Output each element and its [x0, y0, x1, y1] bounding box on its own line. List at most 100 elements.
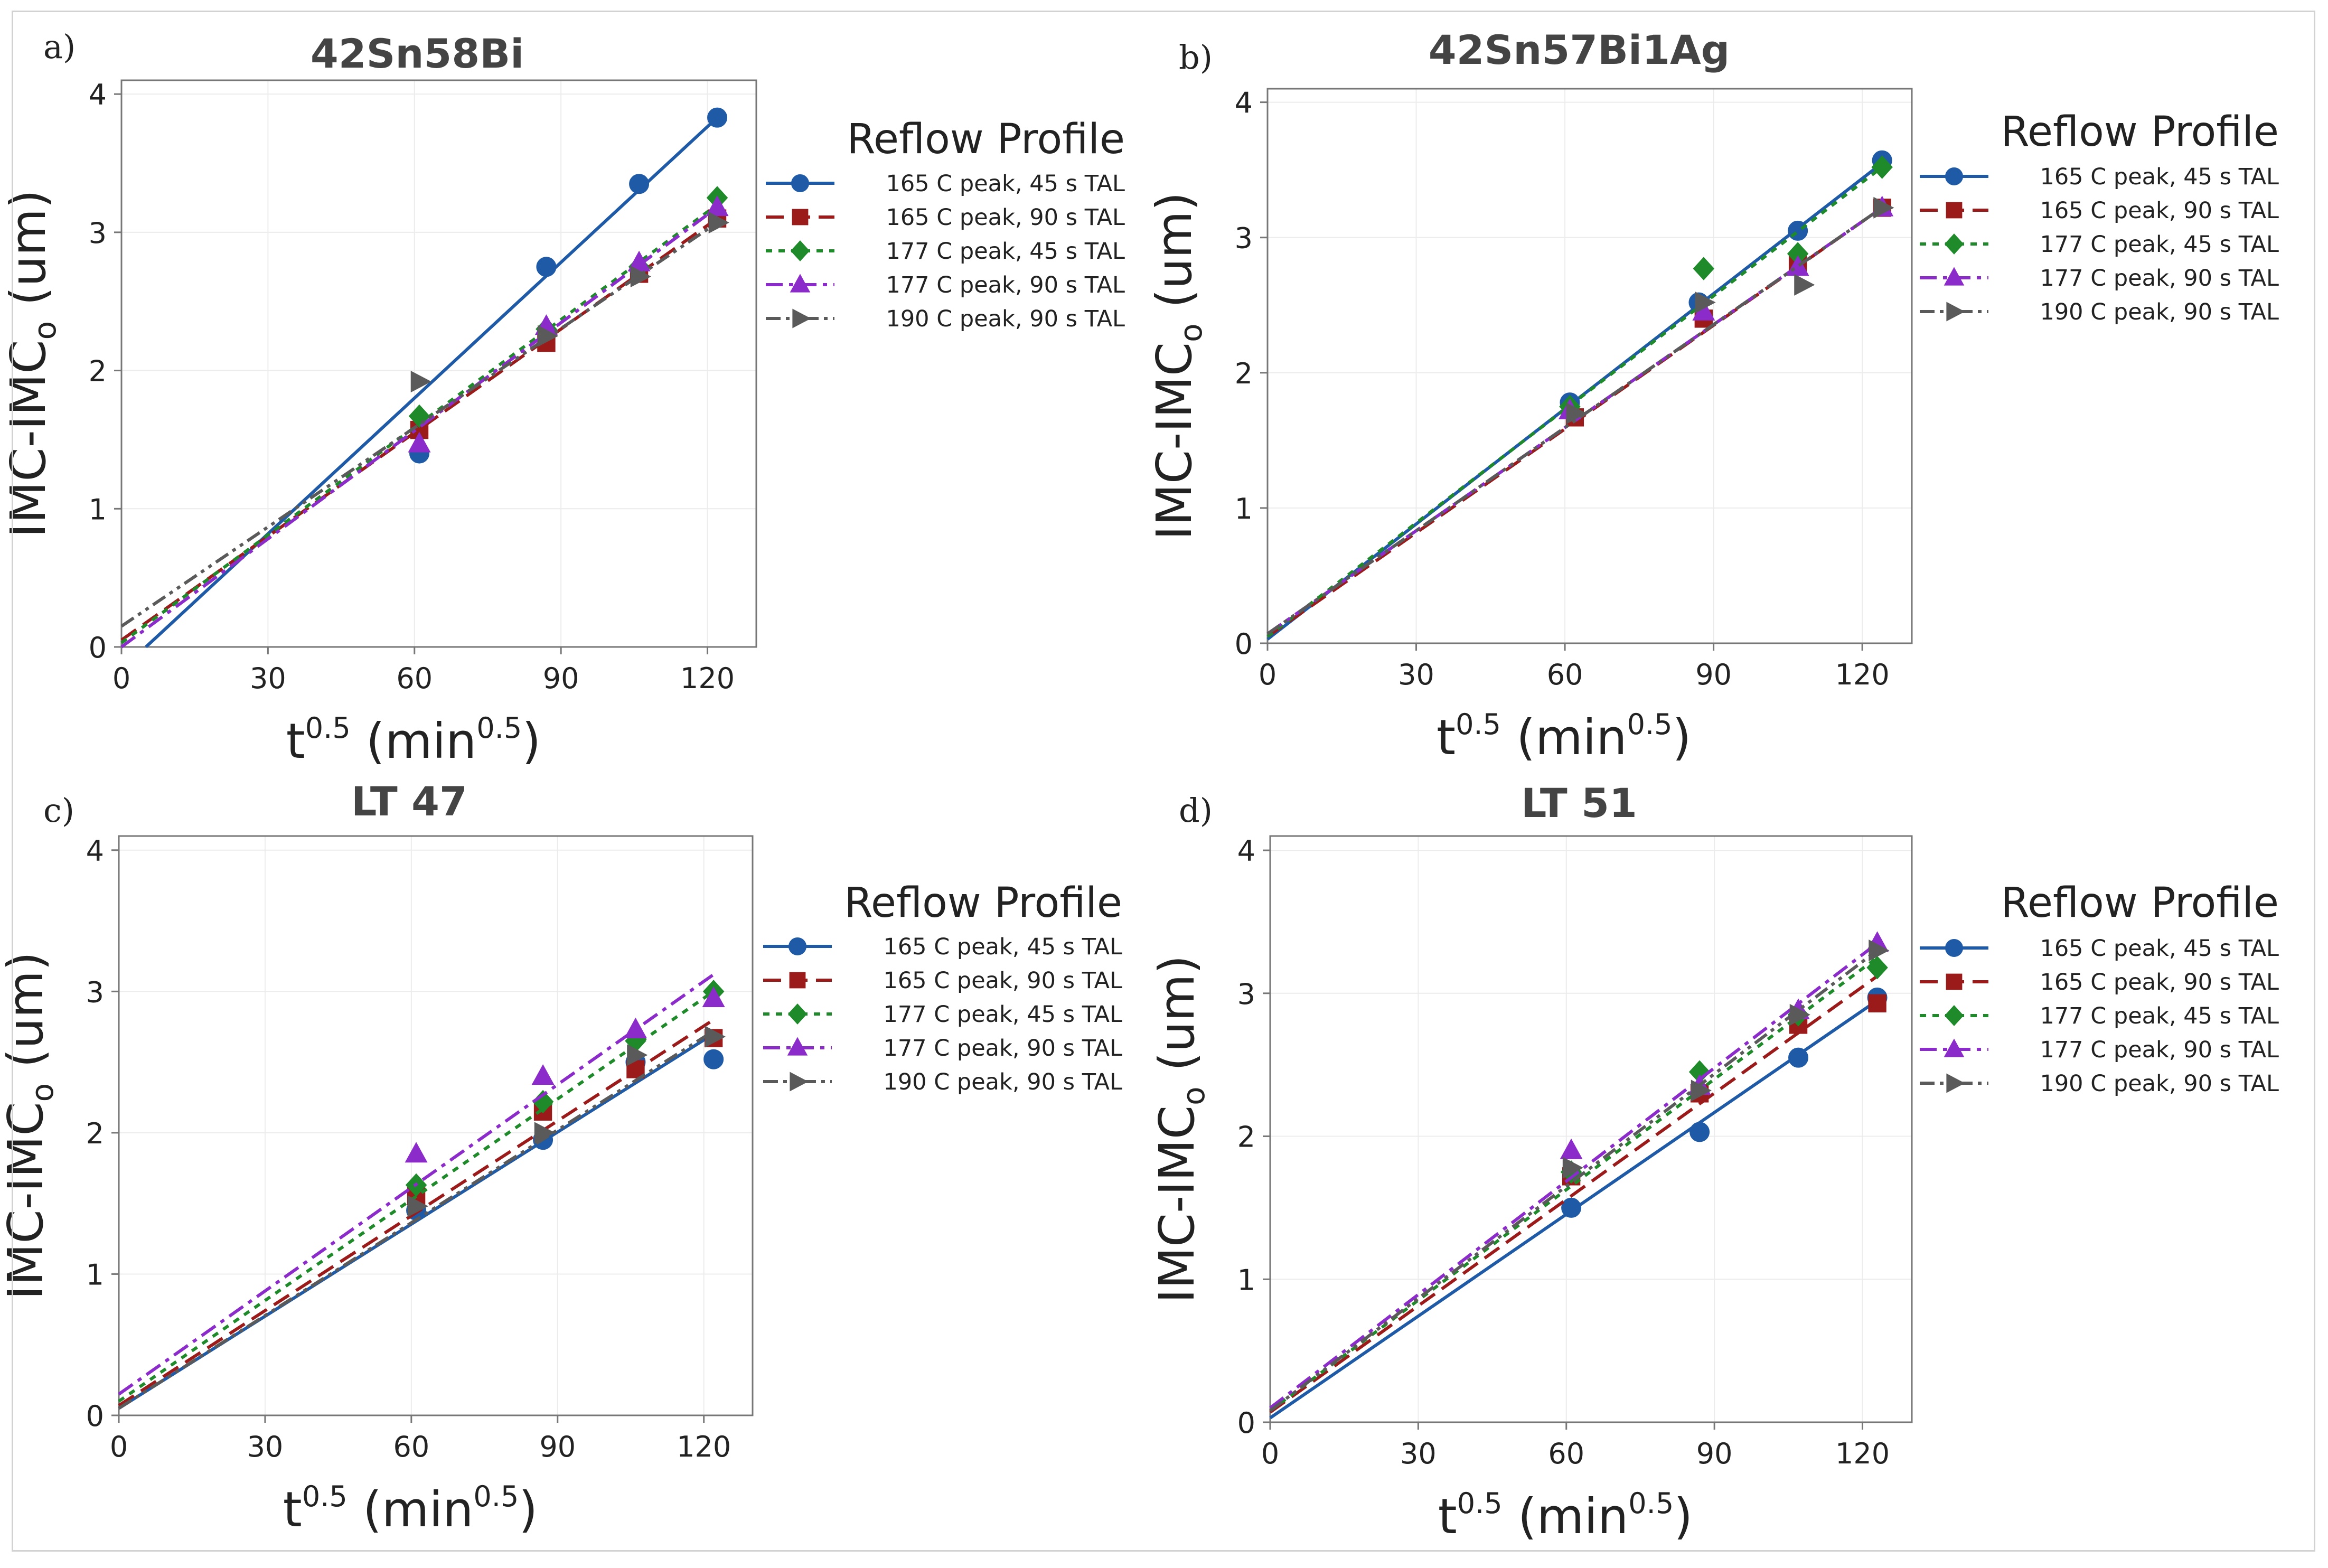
legend-label: 177 C peak, 90 s TAL — [883, 1035, 1122, 1062]
legend-entry: 165 C peak, 45 s TAL — [1920, 164, 2279, 190]
legend-marker — [1946, 302, 1965, 322]
chart-title: LT 51 — [1521, 780, 1637, 827]
data-point — [702, 986, 725, 1007]
legend-label: 177 C peak, 90 s TAL — [2040, 1037, 2279, 1063]
data-point — [624, 1017, 647, 1038]
legend-marker — [1944, 233, 1964, 255]
data-point — [1691, 1079, 1712, 1102]
x-axis-label: t0.5 (min0.5) — [283, 1480, 538, 1538]
data-point — [708, 212, 729, 234]
y-tick-label: 4 — [89, 78, 107, 111]
x-tick-label: 90 — [539, 1430, 576, 1463]
x-tick-label: 60 — [396, 662, 433, 695]
data-point — [1873, 196, 1894, 219]
legend: Reflow Profile 165 C peak, 45 s TAL 165 C … — [1920, 879, 2279, 1097]
data-point — [408, 431, 431, 453]
fit-line — [118, 1018, 715, 1407]
legend-entry: 177 C peak, 90 s TAL — [1920, 1037, 2279, 1063]
y-tick-label: 1 — [1237, 1263, 1255, 1297]
y-tick-label: 3 — [86, 975, 104, 1009]
legend-title: Reflow Profile — [847, 116, 1125, 163]
legend-label: 177 C peak, 45 s TAL — [886, 238, 1125, 265]
y-tick-label: 2 — [86, 1117, 104, 1150]
legend-marker — [791, 174, 809, 192]
legend-entry: 177 C peak, 45 s TAL — [766, 238, 1125, 265]
legend-label: 165 C peak, 45 s TAL — [2040, 935, 2279, 962]
legend-label: 177 C peak, 45 s TAL — [2040, 231, 2279, 258]
legend-marker — [789, 972, 806, 989]
fit-line — [1269, 942, 1879, 1410]
y-axis-label: IMC-IMCo (um) — [0, 190, 63, 538]
legend-entry: 177 C peak, 90 s TAL — [766, 272, 1125, 298]
fit-line — [120, 206, 718, 649]
figure-border — [12, 11, 2315, 1552]
y-tick-label: 1 — [86, 1258, 104, 1291]
legend-entry: 165 C peak, 45 s TAL — [766, 171, 1125, 197]
legend-marker — [1946, 202, 1963, 219]
chart-panel-1: a) 42Sn58Bi 0 30 60 90 120 0 1 2 3 4 t0.5 (min0.5) IM… — [0, 27, 1125, 769]
legend-marker — [1945, 939, 1963, 957]
legend-marker — [792, 308, 811, 328]
y-tick-label: 0 — [89, 631, 107, 664]
y-tick-label: 3 — [1237, 978, 1255, 1011]
legend-title: Reflow Profile — [2001, 108, 2279, 156]
x-tick-label: 120 — [680, 662, 735, 695]
legend-entry: 165 C peak, 45 s TAL — [763, 934, 1122, 960]
data-point — [706, 195, 729, 217]
legend-label: 165 C peak, 90 s TAL — [883, 968, 1122, 994]
plot-area — [1266, 88, 1913, 644]
y-axis-label: IMC-IMCo (um) — [1146, 192, 1209, 540]
legend-entry: 177 C peak, 45 s TAL — [1920, 231, 2279, 258]
legend-marker — [787, 1037, 808, 1056]
y-tick-label: 1 — [89, 493, 107, 526]
data-point — [531, 1064, 555, 1085]
series-5 — [118, 1026, 726, 1410]
legend: Reflow Profile 165 C peak, 45 s TAL 165 C … — [1920, 108, 2279, 325]
x-axis-label: t0.5 (min0.5) — [286, 711, 541, 769]
chart-title: 42Sn58Bi — [311, 30, 524, 77]
y-tick-label: 4 — [1237, 834, 1255, 868]
legend-label: 177 C peak, 90 s TAL — [886, 272, 1125, 298]
panel-letter: c) — [43, 791, 74, 830]
data-point — [705, 1026, 726, 1048]
y-tick-label: 3 — [89, 217, 107, 250]
legend-entry: 165 C peak, 45 s TAL — [1920, 935, 2279, 962]
x-tick-label: 90 — [543, 662, 579, 695]
x-tick-label: 30 — [1400, 1437, 1437, 1470]
y-tick-label: 2 — [1237, 1121, 1255, 1154]
x-axis-label: t0.5 (min0.5) — [1437, 708, 1691, 766]
data-point — [703, 1049, 724, 1069]
x-tick-label: 30 — [250, 662, 286, 695]
legend-label: 190 C peak, 90 s TAL — [2040, 299, 2279, 325]
fit-line — [1266, 166, 1883, 638]
panel-letter: a) — [43, 27, 76, 66]
data-point — [1794, 274, 1815, 296]
y-tick-label: 2 — [1235, 357, 1253, 390]
chart-panel-2: b) 42Sn57Bi1Ag 0 30 60 90 120 0 1 2 3 4 t0.5 (min0.5… — [1146, 26, 2279, 766]
y-tick-label: 4 — [1235, 87, 1253, 120]
legend-label: 190 C peak, 90 s TAL — [886, 306, 1125, 332]
data-point — [405, 1142, 428, 1163]
x-tick-label: 60 — [1547, 658, 1583, 691]
chart-title: LT 47 — [351, 778, 467, 825]
y-tick-label: 4 — [86, 834, 104, 868]
legend-label: 165 C peak, 45 s TAL — [2040, 164, 2279, 190]
x-tick-label: 120 — [1835, 1437, 1890, 1470]
y-tick-label: 0 — [86, 1400, 104, 1433]
data-point — [1561, 1197, 1582, 1218]
plot-area — [118, 835, 754, 1416]
legend-entry: 190 C peak, 90 s TAL — [766, 306, 1125, 332]
data-point — [1871, 155, 1893, 179]
fit-line — [1269, 974, 1879, 1414]
legend-entry: 165 C peak, 90 s TAL — [1920, 198, 2279, 224]
y-tick-label: 3 — [1235, 222, 1253, 255]
legend-marker — [790, 240, 810, 261]
legend-label: 190 C peak, 90 s TAL — [2040, 1071, 2279, 1097]
legend-entry: 177 C peak, 90 s TAL — [763, 1035, 1122, 1062]
legend-entry: 177 C peak, 45 s TAL — [1920, 1003, 2279, 1029]
plot-area — [1269, 835, 1913, 1423]
x-tick-label: 30 — [247, 1430, 284, 1463]
x-tick-label: 60 — [1548, 1437, 1584, 1470]
